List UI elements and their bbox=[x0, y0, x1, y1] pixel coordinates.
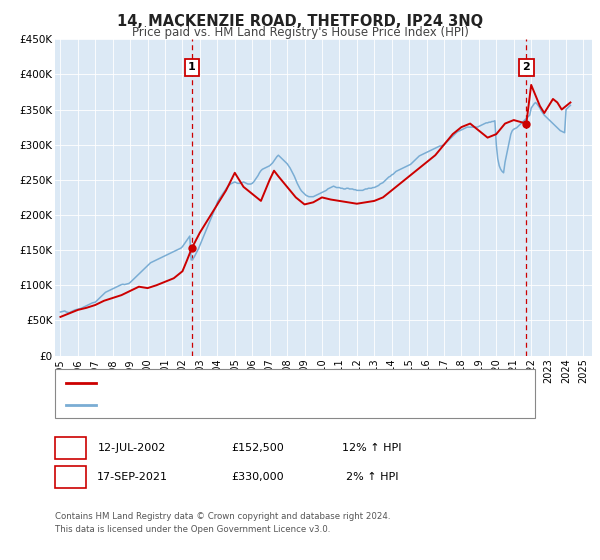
Text: £152,500: £152,500 bbox=[232, 443, 284, 453]
Text: Price paid vs. HM Land Registry's House Price Index (HPI): Price paid vs. HM Land Registry's House … bbox=[131, 26, 469, 39]
Text: 14, MACKENZIE ROAD, THETFORD, IP24 3NQ (detached house): 14, MACKENZIE ROAD, THETFORD, IP24 3NQ (… bbox=[100, 378, 408, 388]
Text: 2: 2 bbox=[67, 470, 75, 484]
Text: 12% ↑ HPI: 12% ↑ HPI bbox=[342, 443, 402, 453]
Text: 1: 1 bbox=[188, 62, 196, 72]
Text: 12-JUL-2002: 12-JUL-2002 bbox=[98, 443, 166, 453]
Text: HPI: Average price, detached house, Breckland: HPI: Average price, detached house, Brec… bbox=[100, 399, 330, 409]
Text: 1: 1 bbox=[67, 441, 75, 455]
Text: 2: 2 bbox=[523, 62, 530, 72]
Text: 2% ↑ HPI: 2% ↑ HPI bbox=[346, 472, 398, 482]
Text: 17-SEP-2021: 17-SEP-2021 bbox=[97, 472, 167, 482]
Text: Contains HM Land Registry data © Crown copyright and database right 2024.: Contains HM Land Registry data © Crown c… bbox=[55, 512, 391, 521]
Text: 14, MACKENZIE ROAD, THETFORD, IP24 3NQ: 14, MACKENZIE ROAD, THETFORD, IP24 3NQ bbox=[117, 14, 483, 29]
Text: This data is licensed under the Open Government Licence v3.0.: This data is licensed under the Open Gov… bbox=[55, 525, 331, 534]
Text: £330,000: £330,000 bbox=[232, 472, 284, 482]
